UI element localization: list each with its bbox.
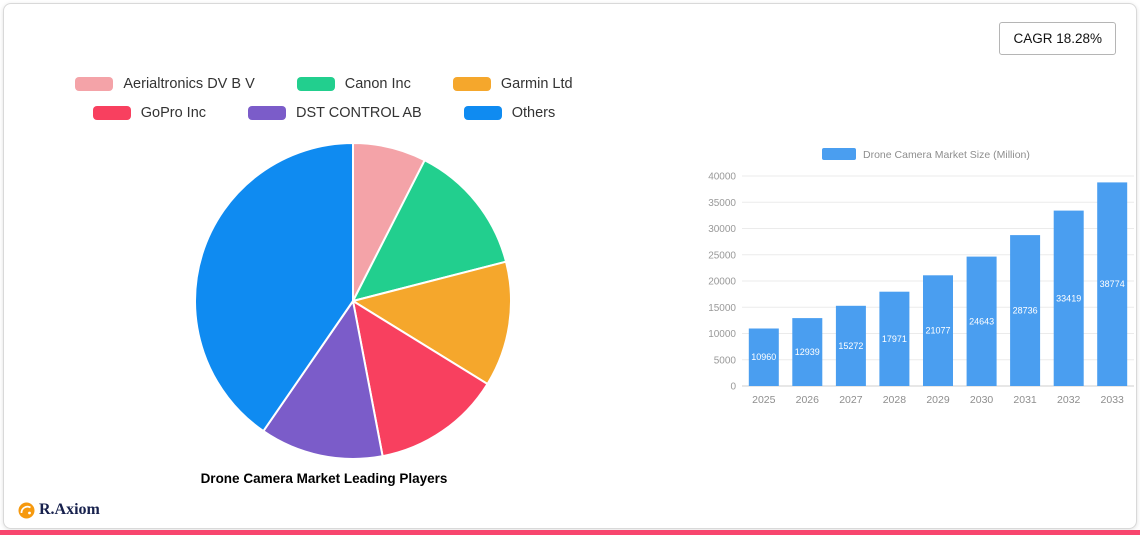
bar-legend[interactable]: Drone Camera Market Size (Million) bbox=[822, 148, 1030, 161]
pie-chart bbox=[194, 142, 513, 460]
bar-2029 bbox=[923, 275, 953, 386]
x-axis-label: 2031 bbox=[1013, 394, 1037, 406]
legend-swatch bbox=[92, 106, 131, 120]
x-axis-label: 2033 bbox=[1101, 394, 1125, 406]
x-axis-label: 2030 bbox=[970, 394, 994, 406]
bar-value-label: 28736 bbox=[1013, 306, 1038, 316]
y-axis-label: 15000 bbox=[708, 303, 736, 314]
bar-value-label: 21077 bbox=[925, 326, 950, 336]
y-axis-label: 25000 bbox=[708, 250, 736, 261]
legend-item-others[interactable]: Others bbox=[463, 105, 556, 121]
legend-item-gopro-inc[interactable]: GoPro Inc bbox=[92, 105, 207, 121]
x-axis-label: 2025 bbox=[752, 394, 776, 406]
bar-value-label: 24643 bbox=[969, 316, 994, 326]
bottom-accent-bar bbox=[0, 530, 1140, 535]
legend-swatch bbox=[248, 106, 287, 120]
legend-item-garmin-ltd[interactable]: Garmin Ltd bbox=[452, 76, 573, 92]
bar-2027 bbox=[835, 305, 866, 386]
pie-slice-garmin-ltd bbox=[352, 260, 513, 385]
bar-value-label: 12939 bbox=[795, 347, 820, 357]
bar-value-label: 33419 bbox=[1056, 293, 1081, 303]
bar-value-label: 10960 bbox=[751, 352, 776, 362]
pie-slice-gopro-inc bbox=[352, 300, 489, 458]
y-axis-label: 20000 bbox=[708, 277, 736, 288]
y-axis-label: 5000 bbox=[714, 355, 737, 366]
pie-chart-title: Drone Camera Market Leading Players bbox=[200, 471, 448, 486]
y-axis-label: 10000 bbox=[708, 329, 736, 340]
bar-2031 bbox=[1010, 235, 1041, 386]
pie-legend-row-2: GoPro Inc DST CONTROL AB Others bbox=[92, 105, 556, 121]
pie-slice-others bbox=[194, 142, 354, 433]
legend-item-dst-control-ab[interactable]: DST CONTROL AB bbox=[248, 105, 422, 121]
x-axis-label: 2028 bbox=[883, 394, 907, 406]
pie-legend: Aerialtronics DV B V Canon Inc Garmin Ltd … bbox=[4, 76, 644, 121]
x-axis-label: 2026 bbox=[796, 394, 820, 406]
pie-legend-row-1: Aerialtronics DV B V Canon Inc Garmin Ltd bbox=[75, 76, 573, 92]
legend-label: Canon Inc bbox=[344, 76, 411, 92]
legend-item-aerialtronics-dv-b-v[interactable]: Aerialtronics DV B V bbox=[75, 76, 255, 92]
bar-2028 bbox=[879, 291, 910, 386]
bar-legend-swatch bbox=[822, 148, 856, 160]
legend-swatch bbox=[75, 77, 114, 91]
bar-chart: Drone Camera Market Size (Million) 0 5000 1… bbox=[708, 148, 1134, 406]
legend-label: Garmin Ltd bbox=[500, 76, 573, 92]
legend-swatch bbox=[296, 77, 335, 91]
legend-item-canon-inc[interactable]: Canon Inc bbox=[296, 76, 411, 92]
y-axis-label: 40000 bbox=[708, 172, 736, 183]
bar-2032 bbox=[1053, 210, 1084, 386]
bar-2033 bbox=[1097, 182, 1128, 386]
bar-value-label: 38774 bbox=[1100, 279, 1125, 289]
legend-label: GoPro Inc bbox=[140, 105, 207, 121]
pie-slice-canon-inc bbox=[352, 159, 508, 302]
pie-slice-dst-control-ab bbox=[262, 300, 384, 460]
x-axis-label: 2027 bbox=[839, 394, 863, 406]
bar-legend-label: Drone Camera Market Size (Million) bbox=[863, 149, 1030, 161]
brand-logo-icon bbox=[18, 502, 35, 518]
x-axis-label: 2029 bbox=[926, 394, 950, 406]
y-axis-label: 35000 bbox=[708, 198, 736, 209]
bar-2030 bbox=[966, 256, 997, 386]
legend-swatch bbox=[452, 77, 491, 91]
legend-swatch bbox=[463, 106, 502, 120]
x-axis-label: 2032 bbox=[1057, 394, 1081, 406]
report-card: CAGR 18.28% Aerialtronics DV B V Canon In… bbox=[3, 3, 1137, 529]
legend-label: Others bbox=[511, 105, 556, 121]
bar-value-label: 17971 bbox=[882, 334, 907, 344]
bar-2025 bbox=[748, 328, 779, 386]
bar-2026 bbox=[792, 318, 823, 386]
brand-logo: R.Axiom bbox=[18, 501, 100, 519]
y-axis-label: 30000 bbox=[708, 224, 736, 235]
brand-logo-text: R.Axiom bbox=[39, 501, 100, 518]
legend-label: DST CONTROL AB bbox=[296, 105, 422, 121]
y-axis-label: 0 bbox=[730, 382, 736, 393]
legend-label: Aerialtronics DV B V bbox=[123, 76, 255, 92]
cagr-badge: CAGR 18.28% bbox=[999, 22, 1116, 55]
bar-value-label: 15272 bbox=[838, 341, 863, 351]
